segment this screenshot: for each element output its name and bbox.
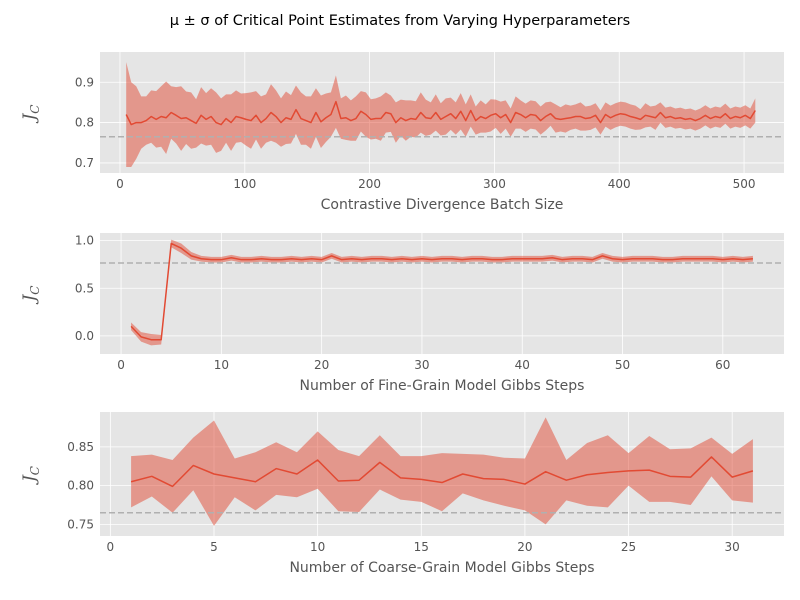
figure-title: μ ± σ of Critical Point Estimates from V… — [170, 13, 630, 29]
y-tick-label: 0.7 — [75, 156, 94, 170]
x-tick-label: 20 — [517, 540, 532, 554]
mean-line — [130, 242, 753, 341]
std-band — [131, 239, 753, 346]
chart-panel-3: 0 5 10 15 20 25 30 0.75 0.80 0.85 Number of Coarse… — [20, 412, 784, 576]
x-tick-label: 200 — [358, 177, 381, 191]
x-tick-label: 10 — [214, 358, 229, 372]
mean-line — [130, 456, 754, 488]
y-tick-label: 0.80 — [67, 479, 94, 493]
y-tick-label: 1.0 — [75, 234, 94, 248]
y-tick-label: 0.9 — [75, 75, 94, 89]
x-tick-label: 40 — [515, 358, 530, 372]
x-tick-label: 30 — [725, 540, 740, 554]
x-tick-label: 0 — [116, 177, 124, 191]
y-axis-subscript: C — [28, 466, 42, 475]
x-tick-label: 100 — [233, 177, 256, 191]
x-axis-label: Number of Fine-Grain Model Gibbs Steps — [300, 378, 585, 394]
y-axis-symbol: J — [20, 294, 40, 305]
x-tick-label: 0 — [117, 358, 125, 372]
std-band — [131, 417, 753, 526]
y-tick-label: 0.5 — [75, 281, 94, 295]
x-axis-label: Contrastive Divergence Batch Size — [321, 197, 564, 213]
y-tick-label: 0.75 — [67, 517, 94, 531]
std-band — [126, 62, 756, 167]
y-axis-symbol: J — [20, 113, 40, 124]
x-tick-label: 50 — [615, 358, 630, 372]
x-tick-label: 400 — [608, 177, 631, 191]
x-tick-label: 30 — [414, 358, 429, 372]
y-tick-label: 0.8 — [75, 116, 94, 130]
x-tick-label: 500 — [733, 177, 756, 191]
y-axis-subscript: C — [28, 285, 42, 294]
x-tick-label: 15 — [414, 540, 429, 554]
mean-line — [125, 100, 756, 126]
chart-panel-2: 0 10 20 30 40 50 60 0.0 0.5 1.0 Number of Fine-Gra… — [20, 233, 784, 394]
x-axis-label: Number of Coarse-Grain Model Gibbs Steps — [289, 560, 594, 576]
x-tick-label: 300 — [483, 177, 506, 191]
x-tick-label: 60 — [715, 358, 730, 372]
y-axis-label: JC — [20, 466, 42, 485]
y-axis-symbol: J — [20, 474, 40, 485]
x-tick-label: 25 — [621, 540, 636, 554]
y-axis-label: JC — [20, 285, 42, 304]
y-axis-label: JC — [20, 104, 42, 123]
x-tick-label: 0 — [107, 540, 115, 554]
plot-area — [100, 233, 784, 354]
x-tick-label: 5 — [210, 540, 218, 554]
x-tick-label: 10 — [310, 540, 325, 554]
y-axis-subscript: C — [28, 104, 42, 113]
chart-panel-1: 0 100 200 300 400 500 0.7 0.8 0.9 Contrastive Div… — [20, 52, 784, 213]
y-tick-label: 0.0 — [75, 329, 94, 343]
x-tick-label: 20 — [314, 358, 329, 372]
y-tick-label: 0.85 — [67, 440, 94, 454]
